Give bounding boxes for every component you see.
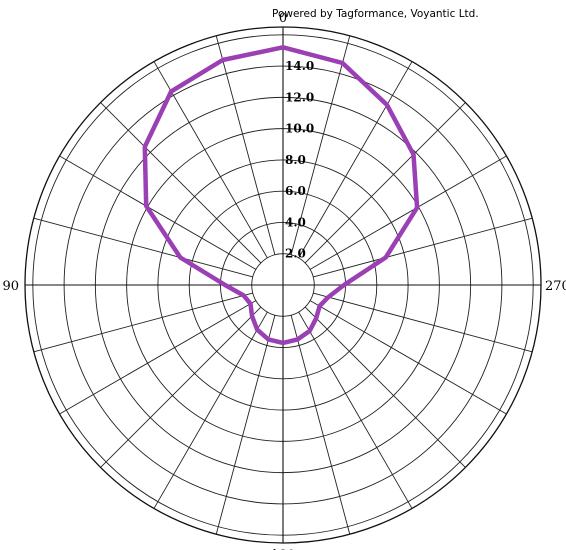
grid-spoke-15 [215,35,276,255]
grid-spoke-135 [100,306,262,468]
radial-tick-label: 4.0 [285,215,306,229]
angle-label-180: 180 [271,548,296,550]
grid-spoke-330 [298,61,413,259]
grid-spoke-165 [215,315,276,535]
grid-spoke-225 [304,306,466,468]
grid-spoke-105 [33,292,253,353]
grid-spoke-30 [153,61,268,259]
radial-tick-label: 12.0 [285,90,314,104]
radial-tick-label: 10.0 [285,122,314,136]
series-line-0 [142,45,420,346]
angle-label-270: 270 [545,279,566,294]
grid-spoke-255 [313,292,533,353]
radial-tick-label: 2.0 [285,247,306,261]
angle-label-90: 90 [2,279,19,294]
radial-tick-label: 6.0 [285,184,306,198]
radial-tick-labels: 2.0 4.0 6.0 8.0 10.0 12.0 14.0 [285,59,314,261]
radial-tick-label: 14.0 [285,59,314,73]
grid-spoke-75 [33,217,253,278]
grid-spoke-345 [290,35,351,255]
grid-spoke-60 [59,155,257,270]
grid-spoke-315 [304,102,466,264]
series-group [142,45,420,346]
angle-labels: 0 90 180 270 [2,11,566,550]
grid-spoke-195 [290,315,351,535]
grid-spoke-285 [313,217,533,278]
grid-spoke-300 [309,155,507,270]
grid-spoke-120 [59,300,257,415]
angle-label-0: 0 [279,11,287,26]
radial-tick-label: 8.0 [285,153,306,167]
grid-spoke-45 [100,102,262,264]
grid-spoke-210 [298,311,413,509]
grid-spoke-150 [153,311,268,509]
axis-lines [25,27,541,543]
credit-text: Powered by Tagformance, Voyantic Ltd. [272,8,479,20]
grid-spoke-240 [309,300,507,415]
